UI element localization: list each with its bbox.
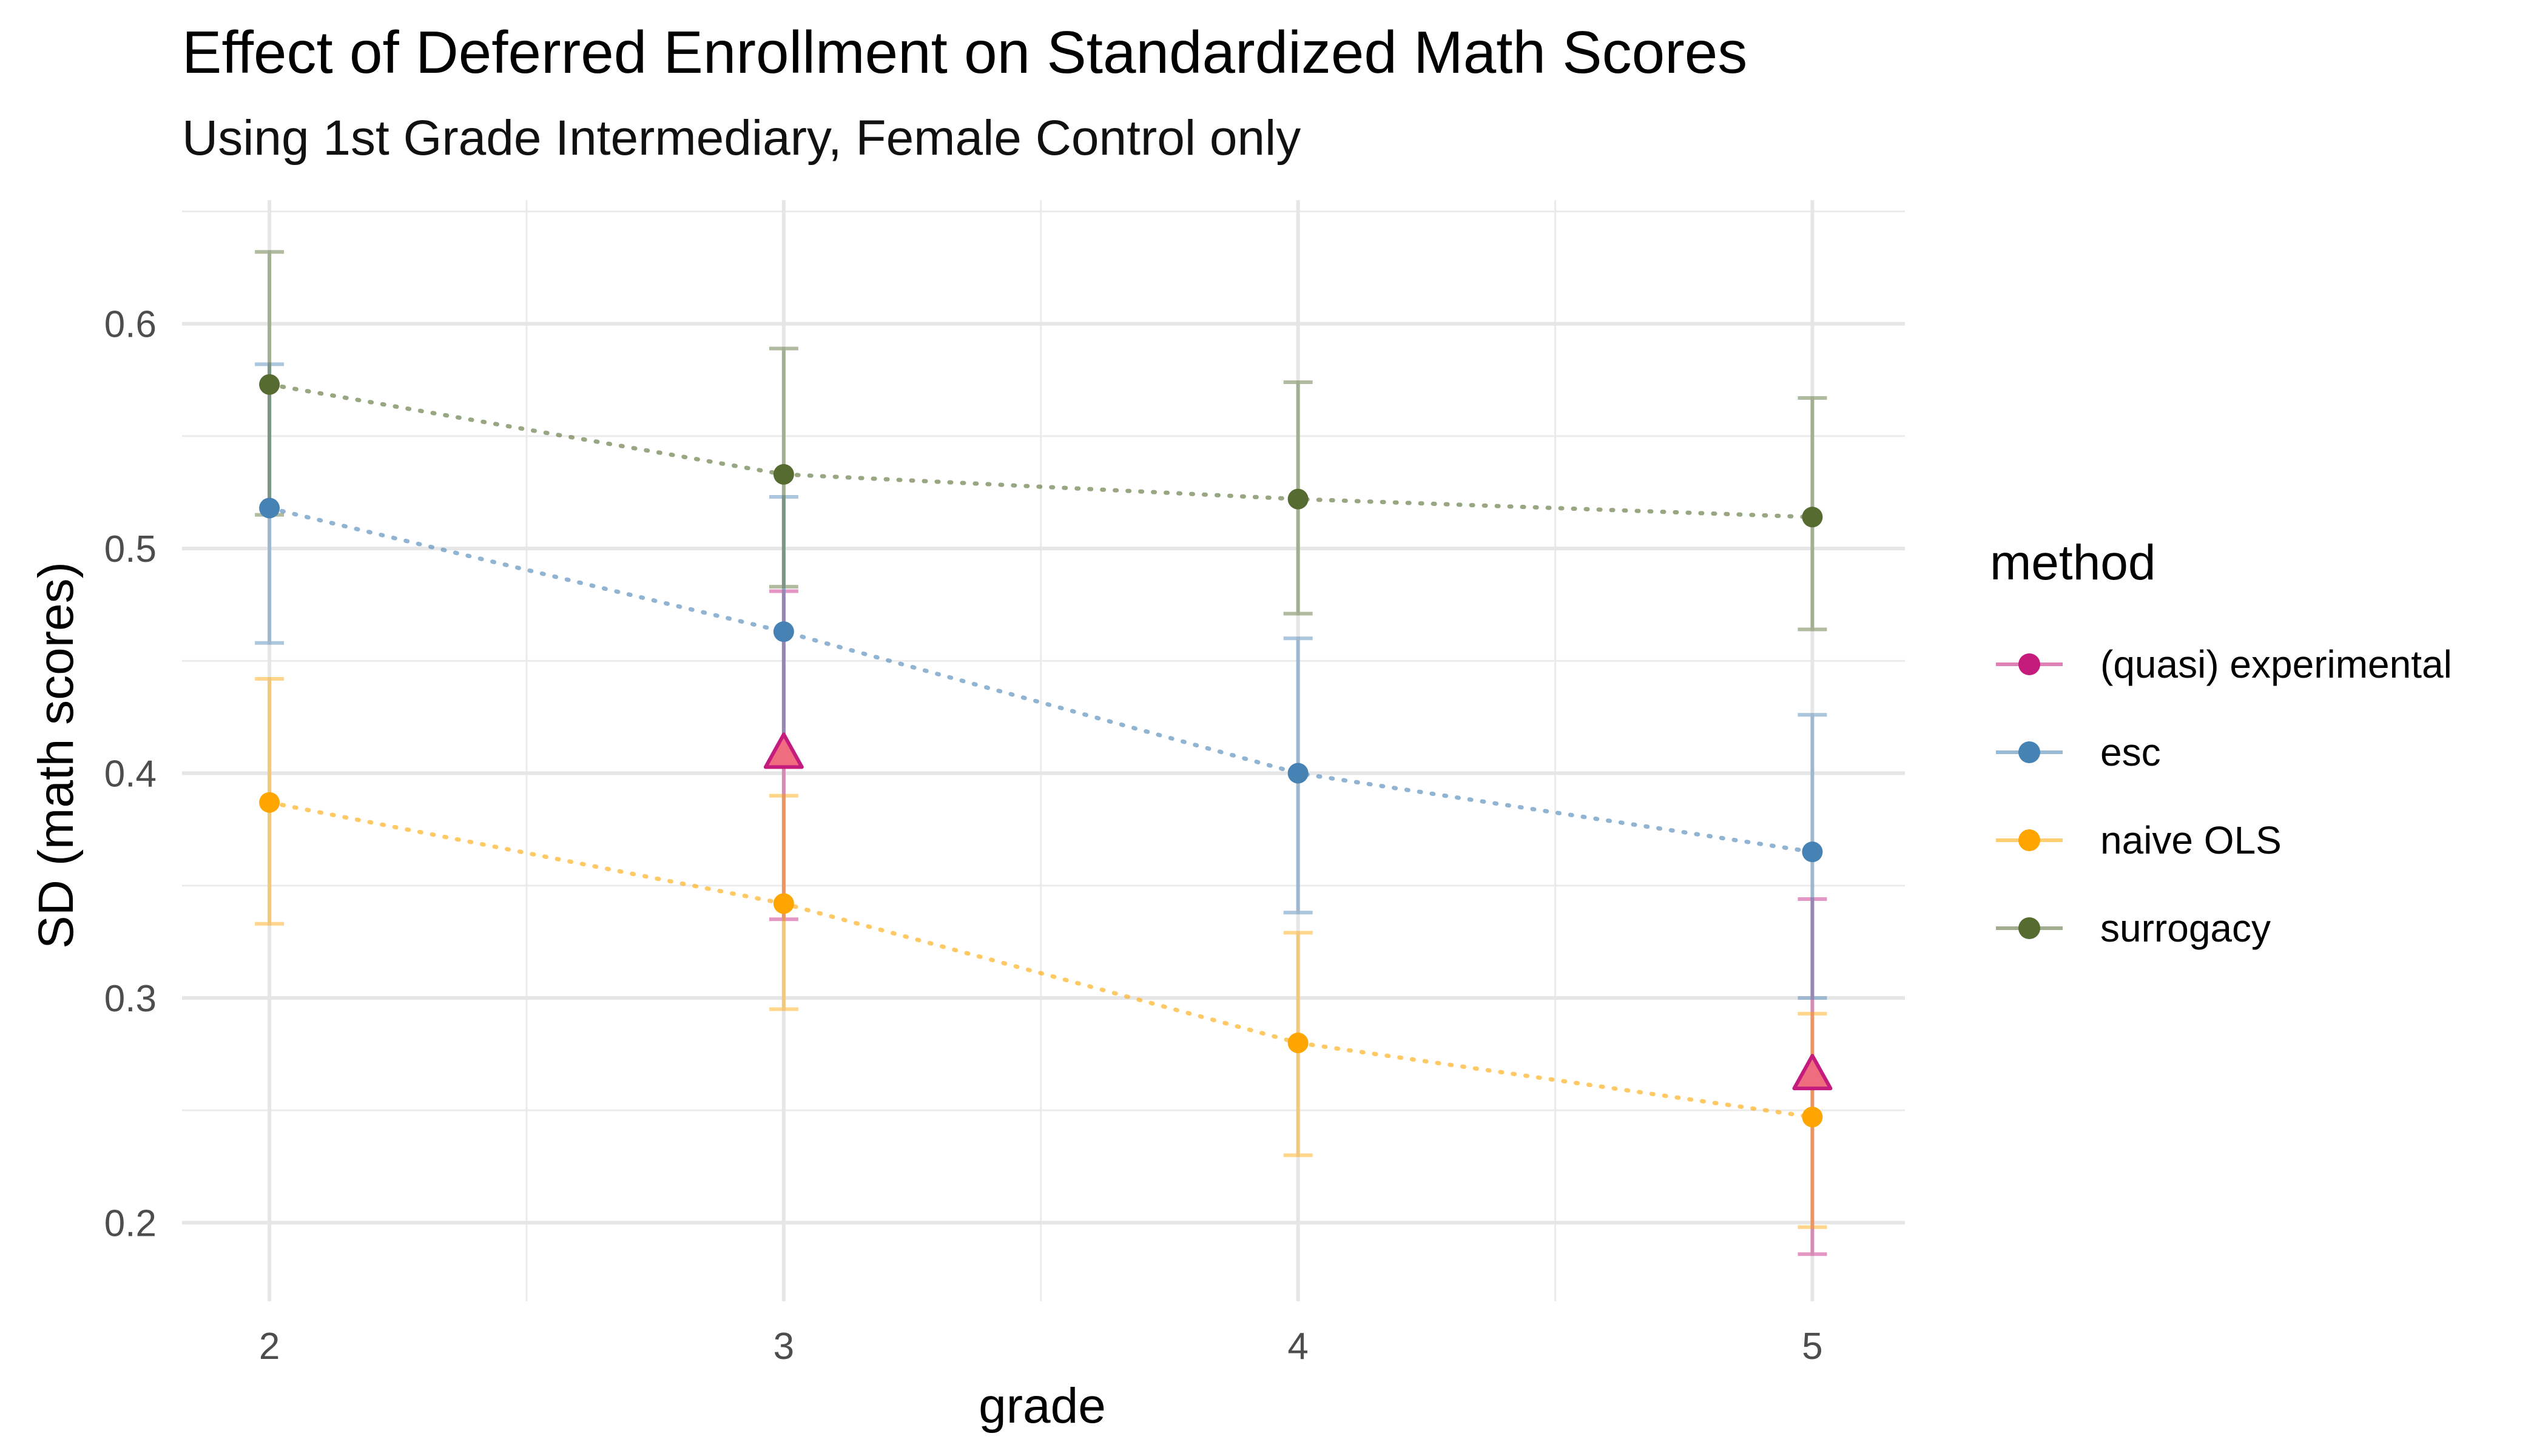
data-point <box>1802 507 1823 528</box>
legend-label: esc <box>2100 730 2161 774</box>
legend-key-point <box>2018 829 2040 851</box>
y-tick-label: 0.2 <box>104 1202 157 1244</box>
data-point <box>1287 1033 1309 1054</box>
legend-key-point <box>2018 653 2040 675</box>
legend-label: naive OLS <box>2100 818 2282 862</box>
legend-title: method <box>1990 535 2156 590</box>
legend-label: surrogacy <box>2100 906 2271 950</box>
series-lines <box>267 382 1815 1119</box>
legend-item: esc <box>1996 730 2161 774</box>
data-point <box>259 374 280 395</box>
data-point <box>773 893 794 914</box>
x-axis-label: grade <box>979 1378 1106 1434</box>
legend-label: (quasi) experimental <box>2100 642 2452 686</box>
x-tick-label: 4 <box>1287 1326 1308 1367</box>
data-point <box>259 792 280 813</box>
legend-item: surrogacy <box>1996 906 2271 950</box>
y-tick-label: 0.6 <box>104 304 157 346</box>
series-line <box>267 382 1815 519</box>
y-tick-label: 0.5 <box>104 528 157 570</box>
data-point <box>1287 763 1309 784</box>
legend-key-point <box>2018 741 2040 763</box>
x-tick-label: 5 <box>1802 1326 1822 1367</box>
data-point <box>773 621 794 642</box>
legend: method (quasi) experimental esc naive OLS s… <box>1990 535 2452 950</box>
y-axis-label: SD (math scores) <box>29 562 84 949</box>
legend-item: (quasi) experimental <box>1996 642 2452 686</box>
data-point <box>1802 841 1823 863</box>
legend-key-point <box>2018 917 2040 939</box>
data-point <box>259 497 280 519</box>
y-axis-ticks: 0.2 0.3 0.4 0.5 0.6 <box>104 304 157 1245</box>
data-point <box>1287 488 1309 510</box>
data-point <box>1802 1107 1823 1128</box>
chart-title: Effect of Deferred Enrollment on Standar… <box>182 19 1747 86</box>
series-line <box>267 800 1815 1119</box>
data-point <box>1792 1054 1833 1091</box>
chart-subtitle: Using 1st Grade Intermediary, Female Con… <box>182 110 1301 166</box>
y-tick-label: 0.4 <box>104 753 157 795</box>
data-point <box>763 732 804 769</box>
x-axis-ticks: 2 3 4 5 <box>259 1326 1823 1367</box>
data-points <box>259 374 1833 1128</box>
x-tick-label: 2 <box>259 1326 280 1367</box>
y-tick-label: 0.3 <box>104 978 157 1020</box>
data-point <box>773 463 794 485</box>
legend-item: naive OLS <box>1996 818 2282 862</box>
grid <box>182 200 1905 1301</box>
x-tick-label: 3 <box>774 1326 794 1367</box>
